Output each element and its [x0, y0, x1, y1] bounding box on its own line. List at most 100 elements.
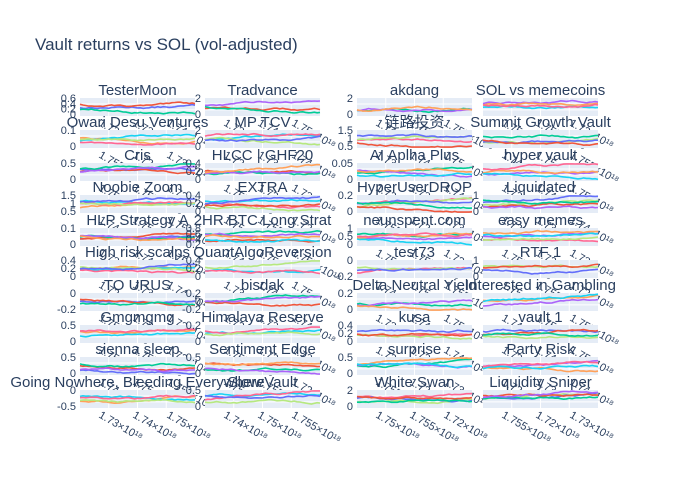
series-line: [204, 361, 321, 367]
series-line: [79, 137, 196, 142]
y-tick-label: 0.5: [338, 141, 353, 153]
y-tick-label: 0.5: [186, 385, 201, 397]
y-tick-label: 0: [195, 296, 201, 308]
series-line: [482, 332, 599, 338]
subplot-title: bisdak: [241, 277, 285, 294]
y-tick-label: 0.2: [186, 320, 201, 332]
subplot-title: QuantAlgoReversion: [193, 244, 331, 261]
y-tick-label: 0.4: [186, 158, 201, 170]
y-tick-label: 0.5: [338, 352, 353, 364]
series-line: [79, 398, 196, 404]
subplot-title: hyper vault: [504, 147, 578, 164]
series-line: [204, 392, 321, 398]
y-tick-label: 0: [347, 174, 353, 186]
series-line: [356, 299, 473, 307]
series-line: [356, 205, 473, 213]
y-tick-label: 0: [347, 239, 353, 251]
y-tick-label: -0.5: [57, 401, 76, 413]
series-line: [204, 269, 321, 275]
series-line: [356, 395, 473, 400]
y-tick-label: 0.5: [186, 352, 201, 364]
series-line: [79, 367, 196, 373]
y-tick-label: 0: [70, 368, 76, 380]
subplot-title: neunspent.com: [363, 212, 466, 229]
y-tick-label: 0: [473, 271, 479, 283]
series-line: [482, 172, 599, 181]
y-tick-label: 0.6: [186, 228, 201, 240]
y-tick-label: 0: [70, 336, 76, 348]
subplot-title: Delta Neutral Yield: [352, 277, 476, 294]
y-tick-label: 0: [195, 368, 201, 380]
subplot-title: Summit Growth Vault: [470, 114, 611, 131]
series-line: [204, 394, 321, 400]
series-line: [79, 197, 196, 203]
series-line: [482, 298, 599, 307]
subplot-title: Tradvance: [227, 82, 297, 99]
y-tick-label: 0: [195, 109, 201, 121]
y-tick-label: 0.2: [186, 263, 201, 275]
series-line: [79, 328, 196, 334]
series-line: [482, 396, 599, 401]
series-line: [482, 202, 599, 208]
series-line: [482, 393, 599, 398]
series-line: [79, 263, 196, 271]
subplot-title: White Swan: [374, 374, 454, 391]
y-tick-label: 0.4: [186, 234, 201, 246]
series-line: [204, 398, 321, 405]
subplot-title: Cris: [124, 147, 151, 164]
y-tick-label: 0.1: [61, 223, 76, 235]
series-line: [482, 134, 599, 139]
subplot-title: Owari Desu Ventures: [67, 114, 209, 131]
y-tick-label: 0.2: [338, 288, 353, 300]
y-tick-label: -0.2: [334, 271, 353, 283]
series-line: [79, 394, 196, 400]
series-line: [356, 232, 473, 239]
series-line: [357, 133, 473, 139]
subplot-title: EXTRA: [237, 179, 287, 196]
series-line: [356, 305, 473, 311]
series-line: [79, 301, 196, 306]
y-tick-label: 0.2: [186, 239, 201, 251]
series-line: [356, 302, 473, 308]
y-tick-label: 0.5: [61, 206, 76, 218]
series-line: [79, 163, 196, 171]
y-tick-label: 0: [195, 206, 201, 218]
y-tick-label: 0.2: [338, 328, 353, 340]
y-tick-label: 1: [70, 198, 76, 210]
y-tick-label: 0.1: [61, 125, 76, 137]
series-line: [356, 172, 473, 178]
subplot-title: HLCC | GHF20: [212, 147, 313, 164]
subplot-title: easy memes: [498, 212, 583, 229]
subplot-title: vault 1: [518, 309, 562, 326]
y-tick-label: 0: [70, 239, 76, 251]
series-line: [356, 232, 473, 238]
series-line: [482, 232, 599, 238]
y-tick-label: 0.5: [61, 352, 76, 364]
series-line: [79, 103, 196, 110]
series-line: [204, 136, 321, 146]
subplot-title: test73: [394, 244, 435, 261]
series-line: [204, 367, 321, 375]
y-tick-label: 1: [347, 133, 353, 145]
series-line: [356, 266, 473, 272]
subplot-title: Liquidated: [506, 179, 575, 196]
series-line: [205, 238, 321, 243]
subplot-title: HyperUserDROP: [357, 179, 472, 196]
y-tick-label: 0: [347, 304, 353, 316]
series-line: [356, 201, 473, 210]
series-line: [356, 399, 473, 404]
subplot-title: HLP Strategy A: [86, 212, 188, 229]
y-tick-label: 0.2: [186, 166, 201, 178]
series-line: [204, 205, 321, 212]
series-line: [356, 332, 473, 337]
series-line: [482, 139, 599, 147]
y-tick-label: 2: [347, 93, 353, 105]
series-line: [204, 260, 320, 270]
series-line: [80, 165, 196, 173]
subplot-title: AI Aplha Plus: [370, 147, 459, 164]
series-line: [357, 236, 473, 241]
series-line: [482, 169, 598, 175]
series-line: [482, 293, 599, 303]
subplot-titles: TesterMoon Tradvance akdang SOL vs memecoin…: [10, 82, 616, 391]
subplot-title: akdang: [390, 82, 439, 99]
